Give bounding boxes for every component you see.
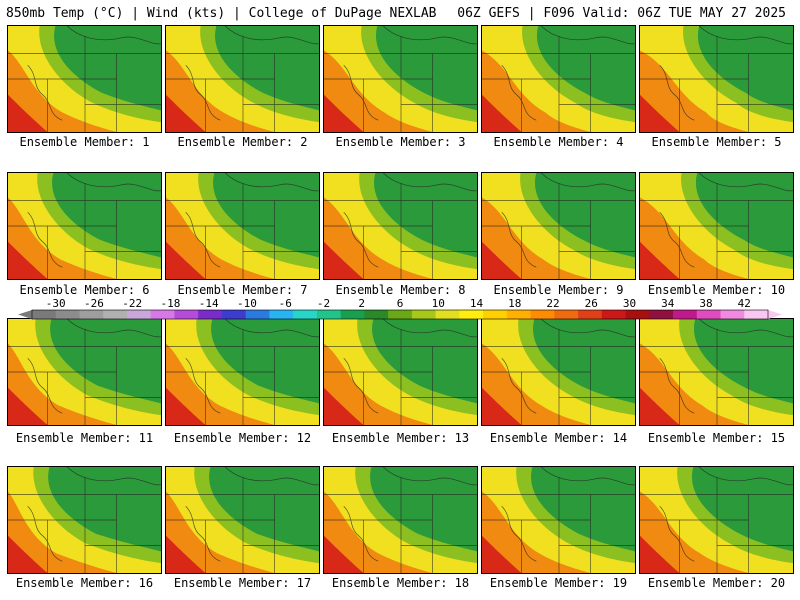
colorbar-swatch (601, 310, 627, 319)
colorbar-swatch (483, 310, 508, 319)
colorbar-swatch (340, 310, 365, 319)
colorbar-swatch (103, 310, 128, 319)
ensemble-member-label: Ensemble Member: 13 (331, 431, 470, 445)
ensemble-map-9 (481, 172, 636, 280)
ensemble-map-14 (481, 318, 636, 426)
ensemble-member-label: Ensemble Member: 15 (647, 431, 786, 445)
ensemble-map-1 (7, 25, 162, 133)
ensemble-member-label: Ensemble Member: 16 (15, 576, 154, 590)
ensemble-member-label: Ensemble Member: 18 (331, 576, 470, 590)
ensemble-member-label: Ensemble Member: 17 (173, 576, 312, 590)
colorbar-tick-label: -10 (237, 298, 257, 310)
ensemble-member-label: Ensemble Member: 3 (335, 135, 466, 149)
colorbar-swatch (720, 310, 745, 319)
ensemble-map-15 (639, 318, 794, 426)
colorbar-tick-label: -6 (279, 298, 292, 310)
colorbar-tick-label: -18 (161, 298, 181, 310)
colorbar-swatch (55, 310, 80, 319)
ensemble-map-8 (323, 172, 478, 280)
colorbar-tick-label: 42 (738, 298, 751, 310)
ensemble-member-label: Ensemble Member: 8 (335, 283, 466, 297)
ensemble-map-11 (7, 318, 162, 426)
ensemble-member-label: Ensemble Member: 19 (489, 576, 628, 590)
colorbar-swatch (126, 310, 152, 319)
colorbar-swatch (79, 310, 104, 319)
colorbar-tick-label: 18 (508, 298, 521, 310)
colorbar-swatch (364, 310, 389, 319)
colorbar-tick-label: -30 (46, 298, 66, 310)
colorbar-tick-label: -26 (84, 298, 104, 310)
colorbar-swatch (293, 310, 318, 319)
temperature-colorbar: -30 -26 -22 -18 -14 -10 -6 -2 2 6 10 14 18 22 26 30 34 38… (18, 298, 782, 320)
colorbar-left-arrow (18, 310, 32, 319)
colorbar-swatch (174, 310, 199, 319)
colorbar-tick-label: 2 (358, 298, 365, 310)
ensemble-member-label: Ensemble Member: 14 (489, 431, 628, 445)
colorbar-swatch (744, 310, 769, 319)
colorbar-swatch (578, 310, 603, 319)
ensemble-map-16 (7, 466, 162, 574)
colorbar-tick-label: 30 (623, 298, 636, 310)
ensemble-map-5 (639, 25, 794, 133)
ensemble-member-label: Ensemble Member: 7 (177, 283, 308, 297)
ensemble-map-10 (639, 172, 794, 280)
ensemble-member-label: Ensemble Member: 2 (177, 135, 308, 149)
colorbar-swatch (411, 310, 437, 319)
colorbar-border (31, 309, 769, 320)
colorbar-swatch (673, 310, 698, 319)
ensemble-member-label: Ensemble Member: 4 (493, 135, 624, 149)
colorbar-swatch (435, 310, 460, 319)
colorbar-tick-label: 34 (661, 298, 675, 310)
ensemble-map-18 (323, 466, 478, 574)
ensemble-map-3 (323, 25, 478, 133)
ensemble-map-6 (7, 172, 162, 280)
ensemble-member-label: Ensemble Member: 6 (19, 283, 150, 297)
colorbar-swatch (150, 310, 175, 319)
colorbar-swatch (530, 310, 555, 319)
ensemble-map-2 (165, 25, 320, 133)
colorbar-swatch (245, 310, 270, 319)
ensemble-member-label: Ensemble Member: 12 (173, 431, 312, 445)
colorbar-swatch (696, 310, 722, 319)
colorbar-right-arrow (768, 310, 782, 319)
colorbar-tick-label: 14 (470, 298, 484, 310)
colorbar-tick-label: -14 (199, 298, 219, 310)
ensemble-map-19 (481, 466, 636, 574)
ensemble-map-20 (639, 466, 794, 574)
colorbar-tick-label: -22 (122, 298, 142, 310)
colorbar-swatch (269, 310, 294, 319)
colorbar-tick-label: 10 (432, 298, 445, 310)
colorbar-swatch (32, 310, 57, 319)
ensemble-member-label: Ensemble Member: 20 (647, 576, 786, 590)
colorbar-swatch (388, 310, 413, 319)
ensemble-member-label: Ensemble Member: 11 (15, 431, 154, 445)
colorbar-swatch (221, 310, 247, 319)
colorbar-swatch (316, 310, 342, 319)
ensemble-member-label: Ensemble Member: 5 (651, 135, 782, 149)
colorbar-swatch (625, 310, 650, 319)
ensemble-member-label: Ensemble Member: 10 (647, 283, 786, 297)
ensemble-map-13 (323, 318, 478, 426)
ensemble-map-7 (165, 172, 320, 280)
ensemble-member-label: Ensemble Member: 1 (19, 135, 150, 149)
ensemble-map-17 (165, 466, 320, 574)
model-run-info: 06Z GEFS | F096 Valid: 06Z TUE MAY 27 20… (457, 6, 786, 21)
colorbar-tick-label: -2 (317, 298, 330, 310)
colorbar-swatch (649, 310, 674, 319)
colorbar-tick-label: 38 (699, 298, 712, 310)
colorbar-tick-label: 6 (397, 298, 404, 310)
colorbar-swatch (198, 310, 223, 319)
map-title: 850mb Temp (°C) | Wind (kts) | College o… (6, 6, 437, 21)
colorbar-tick-label: 22 (546, 298, 559, 310)
ensemble-map-4 (481, 25, 636, 133)
colorbar-tick-label: 26 (585, 298, 598, 310)
colorbar-swatch (506, 310, 532, 319)
colorbar-swatch (554, 310, 579, 319)
ensemble-map-12 (165, 318, 320, 426)
ensemble-member-label: Ensemble Member: 9 (493, 283, 624, 297)
colorbar-swatch (459, 310, 484, 319)
